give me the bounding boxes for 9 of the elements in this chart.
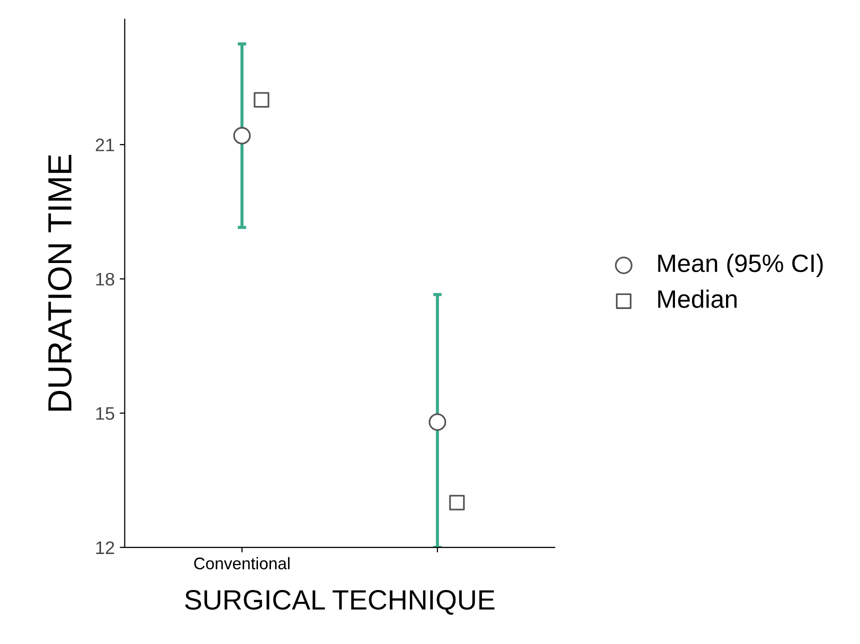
x-tick-label: Conventional	[194, 557, 290, 570]
y-axis-title: DURATION TIME	[48, 154, 72, 411]
y-tick-label: 18	[96, 272, 114, 286]
legend-label: Mean (95% CI)	[658, 254, 823, 278]
legend-label: Median	[658, 290, 737, 308]
x-axis-title: SURGICAL TECHNIQUE	[185, 590, 494, 615]
y-tick-label: 21	[96, 138, 114, 152]
y-tick-label: 15	[96, 407, 114, 420]
y-tick-label: 12	[96, 541, 114, 554]
